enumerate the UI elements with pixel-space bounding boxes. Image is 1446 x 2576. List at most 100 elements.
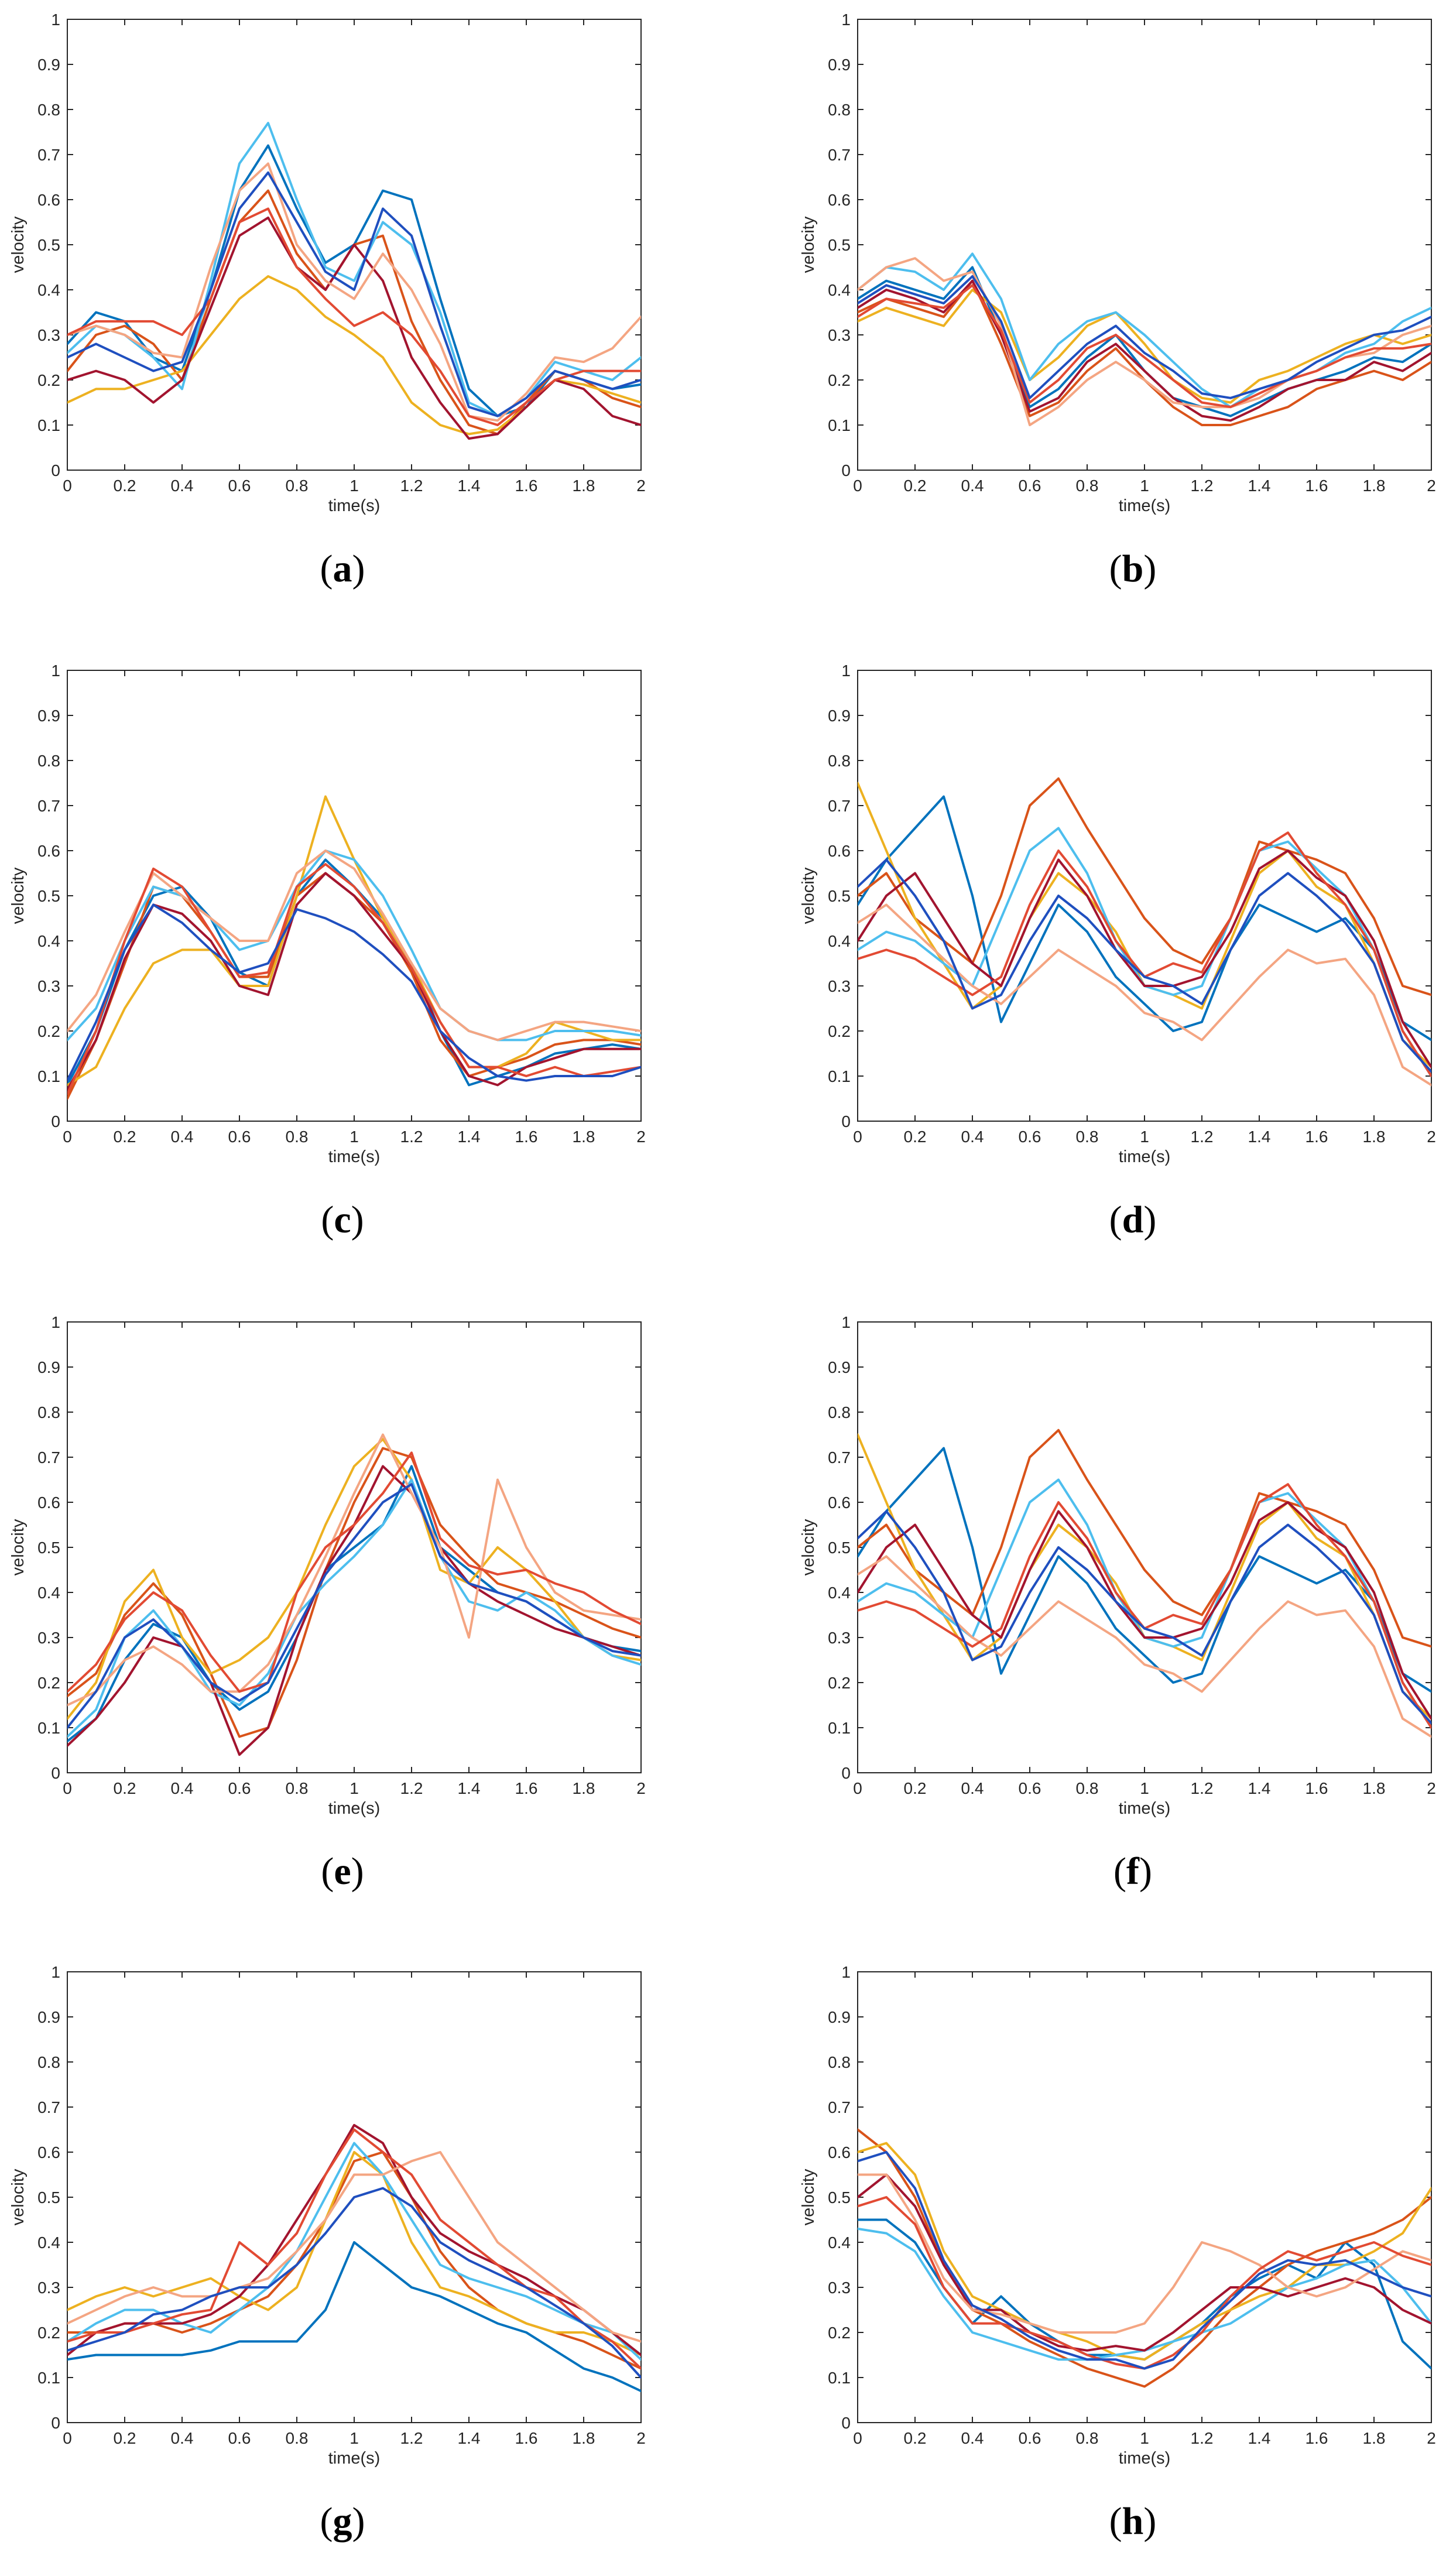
x-tick-label: 1.4 bbox=[458, 1128, 481, 1146]
y-tick-label: 0 bbox=[51, 1112, 60, 1131]
x-tick-label: 1.8 bbox=[1363, 1779, 1386, 1797]
series-line bbox=[858, 275, 1431, 399]
series-line bbox=[67, 1438, 641, 1720]
y-tick-label: 0.7 bbox=[37, 797, 60, 815]
y-tick-label: 0.7 bbox=[37, 1448, 60, 1467]
series-line bbox=[67, 903, 641, 1082]
y-tick-label: 0.3 bbox=[37, 326, 60, 344]
x-axis-label: time(s) bbox=[1119, 2449, 1171, 2468]
y-tick-label: 1 bbox=[51, 662, 60, 680]
x-tick-label: 0.4 bbox=[171, 477, 194, 495]
x-axis-label: time(s) bbox=[1119, 496, 1171, 515]
y-tick-label: 0.5 bbox=[37, 1539, 60, 1557]
y-tick-label: 0 bbox=[841, 461, 851, 479]
y-tick-label: 0.3 bbox=[828, 326, 851, 344]
y-tick-label: 0.1 bbox=[828, 1067, 851, 1085]
panel-e: 0 0.2 0.4 0.6 0.8 1 1.2 1.4 1.6 1.8 2 0 0.1 0.2 0.3 0.4… bbox=[9, 1313, 646, 1893]
x-tick-label: 0.8 bbox=[1076, 477, 1099, 495]
y-axis-label: velocity bbox=[9, 1519, 28, 1575]
x-tick-label: 0.4 bbox=[171, 1128, 194, 1146]
y-tick-label: 0.3 bbox=[828, 977, 851, 995]
x-tick-label: 1 bbox=[349, 1128, 359, 1146]
panel-caption: (b) bbox=[1109, 547, 1157, 590]
x-tick-label: 0.6 bbox=[228, 2429, 251, 2447]
series-line bbox=[67, 2128, 641, 2370]
x-tick-label: 1.8 bbox=[1363, 477, 1386, 495]
series-line bbox=[858, 777, 1431, 996]
y-tick-label: 0.5 bbox=[828, 887, 851, 905]
y-tick-label: 0.8 bbox=[37, 752, 60, 770]
x-tick-label: 1.4 bbox=[458, 2429, 481, 2447]
y-tick-label: 0.3 bbox=[828, 2279, 851, 2297]
x-tick-label: 0.2 bbox=[114, 1779, 136, 1797]
y-tick-label: 0.8 bbox=[828, 101, 851, 119]
y-tick-label: 0.9 bbox=[828, 707, 851, 725]
series-line bbox=[858, 1447, 1431, 1693]
plot-frame bbox=[857, 1971, 1432, 2423]
panel-g: 0 0.2 0.4 0.6 0.8 1 1.2 1.4 1.6 1.8 2 0 0.1 0.2 0.3 0.4… bbox=[9, 1963, 646, 2543]
x-axis-label: time(s) bbox=[328, 1799, 381, 1818]
x-axis-label: time(s) bbox=[328, 496, 381, 515]
y-tick-label: 0.9 bbox=[37, 707, 60, 725]
y-tick-label: 0.9 bbox=[37, 56, 60, 74]
x-tick-label: 0.4 bbox=[171, 1779, 194, 1797]
y-tick-label: 1 bbox=[841, 662, 851, 680]
x-tick-label: 1.2 bbox=[400, 477, 423, 495]
series-line bbox=[67, 1478, 641, 1738]
y-tick-label: 0.5 bbox=[37, 887, 60, 905]
x-tick-label: 1 bbox=[349, 477, 359, 495]
series-line bbox=[67, 849, 641, 1042]
x-tick-label: 1.4 bbox=[458, 477, 481, 495]
x-tick-label: 1.2 bbox=[400, 1779, 423, 1797]
y-tick-label: 0.7 bbox=[828, 146, 851, 164]
y-tick-label: 0.3 bbox=[828, 1629, 851, 1647]
y-tick-label: 0.2 bbox=[37, 371, 60, 389]
series-line bbox=[67, 1483, 641, 1729]
y-axis-label: velocity bbox=[9, 216, 28, 273]
y-tick-label: 0.1 bbox=[37, 1067, 60, 1085]
y-tick-label: 1 bbox=[841, 1963, 851, 1981]
x-axis-label: time(s) bbox=[1119, 1799, 1171, 1818]
panel-c: 0 0.2 0.4 0.6 0.8 1 1.2 1.4 1.6 1.8 2 0 0.1 0.2 0.3 0.4… bbox=[9, 662, 646, 1241]
x-tick-label: 0.2 bbox=[114, 1128, 136, 1146]
y-tick-label: 0.2 bbox=[37, 2324, 60, 2342]
panel-caption: (e) bbox=[321, 1850, 364, 1893]
x-tick-label: 2 bbox=[1427, 1779, 1436, 1797]
y-tick-label: 0.2 bbox=[828, 2324, 851, 2342]
x-tick-label: 2 bbox=[1427, 477, 1436, 495]
x-tick-label: 0 bbox=[63, 2429, 72, 2447]
y-tick-label: 0.8 bbox=[828, 752, 851, 770]
series-line bbox=[858, 289, 1431, 404]
x-tick-label: 0.8 bbox=[1076, 1128, 1099, 1146]
y-tick-label: 0.1 bbox=[37, 2369, 60, 2387]
series-line bbox=[858, 858, 1431, 1073]
x-tick-label: 0.6 bbox=[228, 1128, 251, 1146]
panel-caption: (d) bbox=[1109, 1198, 1157, 1241]
y-axis-label: velocity bbox=[799, 216, 818, 273]
y-tick-label: 0.3 bbox=[37, 977, 60, 995]
y-tick-label: 0.4 bbox=[37, 281, 60, 299]
x-tick-label: 1 bbox=[1140, 1779, 1149, 1797]
x-tick-label: 2 bbox=[1427, 2429, 1436, 2447]
y-tick-label: 0.9 bbox=[37, 2008, 60, 2026]
series-line bbox=[67, 2123, 641, 2356]
y-tick-label: 0.7 bbox=[828, 2098, 851, 2116]
y-tick-label: 0 bbox=[841, 1764, 851, 1782]
y-tick-label: 0.3 bbox=[37, 1629, 60, 1647]
x-tick-label: 0 bbox=[853, 477, 862, 495]
y-tick-label: 0 bbox=[51, 2414, 60, 2432]
y-tick-label: 0.5 bbox=[828, 2188, 851, 2207]
series-line bbox=[67, 207, 641, 426]
x-tick-label: 0.8 bbox=[286, 477, 309, 495]
panel-caption: (a) bbox=[320, 547, 365, 590]
x-tick-label: 1 bbox=[349, 2429, 359, 2447]
x-tick-label: 0.6 bbox=[1019, 2429, 1041, 2447]
y-tick-label: 0.8 bbox=[37, 2053, 60, 2071]
panel-caption: (c) bbox=[321, 1198, 364, 1241]
y-axis-label: velocity bbox=[799, 1519, 818, 1575]
x-tick-label: 0 bbox=[63, 477, 72, 495]
x-tick-label: 1.8 bbox=[573, 2429, 595, 2447]
x-tick-label: 0 bbox=[63, 1128, 72, 1146]
panel-a: 0 0.2 0.4 0.6 0.8 1 1.2 1.4 1.6 1.8 2 0 0.1 0.2 0.3 0.4… bbox=[9, 11, 646, 590]
